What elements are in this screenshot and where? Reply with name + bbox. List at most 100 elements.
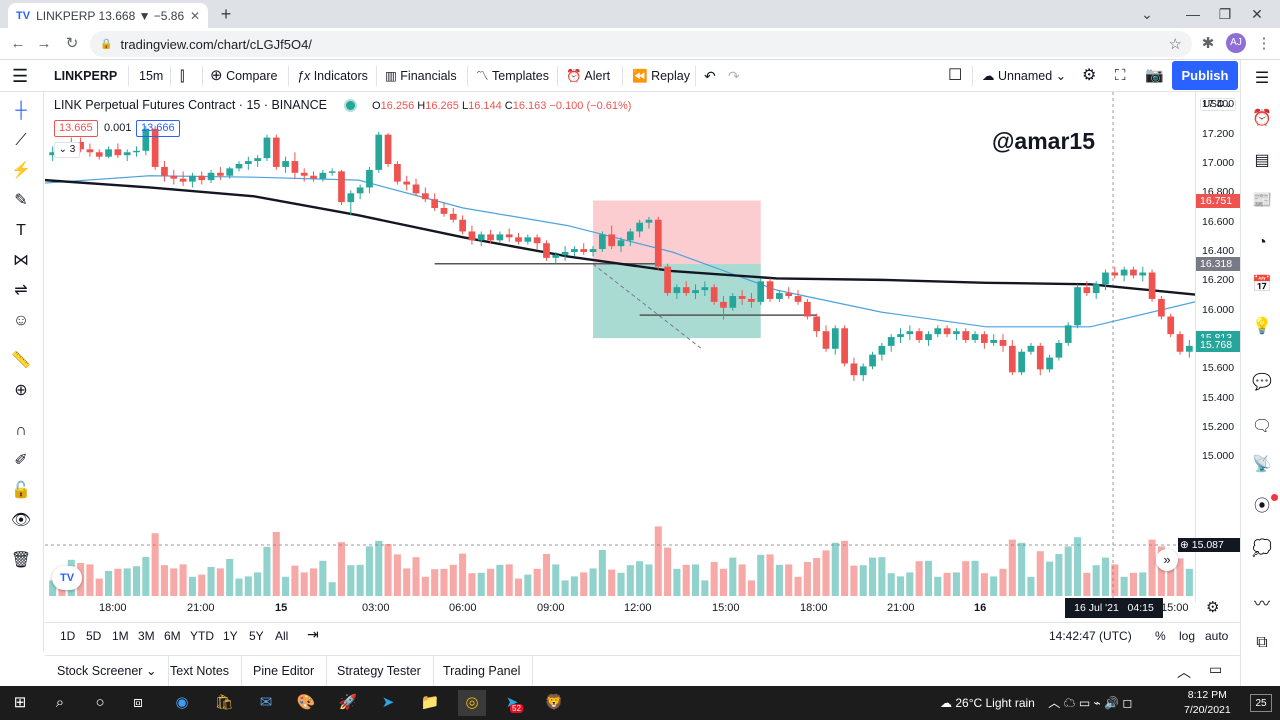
paint-icon[interactable]: 🎨: [296, 694, 316, 711]
cortana-icon[interactable]: ○: [95, 694, 105, 711]
live-stream-icon[interactable]: ⦿: [1253, 498, 1270, 515]
indicators-button[interactable]: ƒx Indicators: [297, 60, 368, 92]
eye-icon[interactable]: 👁: [10, 512, 32, 529]
time-axis[interactable]: 18:00 21:00 15 03:00 06:00 09:00 12:00 15:00 18:…: [45, 598, 1195, 620]
maximize-panel-icon[interactable]: ▭: [1209, 661, 1223, 677]
undo-icon[interactable]: ↶: [704, 68, 716, 84]
collapse-indicators-button[interactable]: ⌄ 3: [54, 142, 80, 158]
browser-menu-icon[interactable]: ⋮: [1256, 35, 1272, 52]
wave-icon[interactable]: 〰: [1253, 596, 1270, 613]
camera-icon[interactable]: 📷: [1145, 67, 1164, 84]
lock-icon[interactable]: 🔓: [11, 482, 31, 499]
address-bar[interactable]: 🔒 tradingview.com/chart/cLGJf5O4/ ☆: [90, 31, 1192, 57]
crosshair-icon[interactable]: ┼: [15, 102, 27, 119]
redo-icon[interactable]: ↷: [728, 68, 740, 84]
fib-tools-icon[interactable]: ⚡: [11, 162, 31, 179]
calendar-icon[interactable]: 📅: [1252, 276, 1272, 293]
forward-icon[interactable]: →: [36, 35, 52, 52]
interval-button[interactable]: 15m: [139, 69, 164, 83]
range-button-5y[interactable]: 5Y: [249, 629, 264, 643]
settings-gear-icon[interactable]: ⚙: [1082, 67, 1097, 84]
trend-line-icon[interactable]: ⟋: [15, 132, 27, 149]
task-view-icon[interactable]: ⧈: [133, 694, 143, 711]
app-icon[interactable]: 🚀: [338, 694, 358, 711]
range-button-all[interactable]: All: [275, 629, 289, 643]
range-button-1d[interactable]: 1D: [60, 629, 76, 643]
scroll-to-realtime-icon[interactable]: »: [1156, 549, 1178, 571]
tab-stock-screener[interactable]: Stock Screener ⌄: [45, 656, 170, 686]
financials-button[interactable]: ▥ Financials: [385, 60, 457, 92]
range-button-ytd[interactable]: YTD: [190, 629, 214, 643]
bookmark-star-icon[interactable]: ☆: [1168, 36, 1182, 53]
auto-scale-toggle[interactable]: auto: [1205, 629, 1229, 643]
chart-pane[interactable]: [44, 92, 1196, 602]
range-button-5d[interactable]: 5D: [86, 629, 102, 643]
tab-text-notes[interactable]: Text Notes: [158, 656, 243, 686]
weather-text[interactable]: 26°C Light rain: [955, 696, 1035, 710]
ideas-bulb-icon[interactable]: 💡: [1252, 318, 1272, 335]
tray-icons[interactable]: ︿ ☁ ▭ ⌁ 🔊 ◻: [1048, 696, 1133, 710]
range-button-1m[interactable]: 1M: [112, 629, 129, 643]
edge-icon[interactable]: ◉: [175, 694, 189, 711]
chats-icon[interactable]: 💬: [1252, 374, 1272, 391]
templates-button[interactable]: 〽 Templates: [476, 60, 549, 92]
zoom-in-icon[interactable]: ⊕: [14, 382, 28, 399]
notification-center[interactable]: 25: [1250, 694, 1272, 712]
help-chat-icon[interactable]: 💭: [1252, 540, 1272, 557]
tradingview-logo-icon[interactable]: TV: [52, 566, 82, 590]
candlestick-chart[interactable]: [44, 92, 1196, 602]
text-tool-icon[interactable]: T: [16, 222, 26, 239]
go-to-date-icon[interactable]: ⇥: [307, 626, 319, 642]
alert-button[interactable]: ⏰ Alert: [566, 60, 610, 92]
sell-price-button[interactable]: 13.665: [54, 120, 98, 137]
prediction-icon[interactable]: ⇌: [14, 282, 28, 299]
fullscreen-layout-icon[interactable]: ☐: [948, 67, 963, 84]
currency-selector[interactable]: USD⌄: [1200, 98, 1236, 111]
back-icon[interactable]: ←: [10, 35, 26, 52]
brush-icon[interactable]: ✎: [14, 192, 28, 209]
tab-strategy-tester[interactable]: Strategy Tester: [325, 656, 434, 686]
watchlist-icon[interactable]: ☰: [1254, 70, 1270, 87]
compare-button[interactable]: ⊕ Compare: [210, 60, 277, 92]
reload-icon[interactable]: ↻: [65, 35, 79, 52]
symbol-search[interactable]: LINKPERP: [54, 69, 118, 83]
alerts-clock-icon[interactable]: ⏰: [1252, 110, 1272, 127]
maximize-button[interactable]: ❐: [1218, 6, 1232, 22]
close-window-button[interactable]: ✕: [1251, 6, 1263, 22]
close-tab-icon[interactable]: ✕: [189, 8, 200, 23]
ruler-icon[interactable]: 📏: [11, 352, 31, 369]
taskbar-clock[interactable]: 8:12 PM 7/20/2021: [1184, 689, 1231, 716]
range-button-3m[interactable]: 3M: [138, 629, 155, 643]
percent-scale-toggle[interactable]: %: [1155, 629, 1166, 643]
buy-price-button[interactable]: 13.666: [136, 120, 180, 137]
publish-button[interactable]: Publish: [1172, 61, 1238, 90]
fullscreen-icon[interactable]: ⛶: [1115, 67, 1126, 84]
store-icon[interactable]: 🛍: [214, 694, 234, 711]
streams-icon[interactable]: 🗨: [1251, 418, 1273, 435]
dom-icon[interactable]: ⧉: [1256, 634, 1268, 651]
trash-icon[interactable]: 🗑: [10, 552, 32, 569]
replay-button[interactable]: ⏪ Replay: [632, 60, 690, 92]
expand-panel-icon[interactable]: ︿: [1177, 664, 1191, 680]
range-button-1y[interactable]: 1Y: [223, 629, 238, 643]
file-explorer-icon[interactable]: 📁: [420, 694, 440, 711]
extensions-icon[interactable]: ✱: [1201, 35, 1215, 52]
tab-pine-editor[interactable]: Pine Editor: [241, 656, 328, 686]
new-tab-button[interactable]: +: [220, 4, 232, 24]
pattern-icon[interactable]: ⋈: [13, 252, 29, 269]
data-window-icon[interactable]: ▤: [1254, 152, 1270, 169]
telegram-icon[interactable]: ➤: [381, 694, 395, 711]
lock-drawing-icon[interactable]: ✐: [14, 452, 28, 469]
tab-trading-panel[interactable]: Trading Panel: [431, 656, 534, 686]
log-scale-toggle[interactable]: log: [1179, 629, 1196, 643]
settings-gear-icon[interactable]: ⚙: [1206, 599, 1220, 616]
minimize-button[interactable]: —: [1186, 6, 1200, 22]
calendar-hotlist-icon[interactable]: ◔: [1257, 234, 1267, 251]
tab-search-icon[interactable]: ⌄: [1141, 6, 1153, 22]
brave-icon[interactable]: 🦁: [544, 694, 564, 711]
range-button-6m[interactable]: 6M: [164, 629, 181, 643]
layout-name-button[interactable]: ☁ Unnamed ⌄: [982, 60, 1066, 92]
menu-icon[interactable]: ☰: [12, 66, 29, 86]
search-icon[interactable]: ⌕: [55, 694, 65, 711]
browser-tab[interactable]: TV LINKPERP 13.668 ▼ −5.86% Unn ✕: [8, 3, 208, 28]
